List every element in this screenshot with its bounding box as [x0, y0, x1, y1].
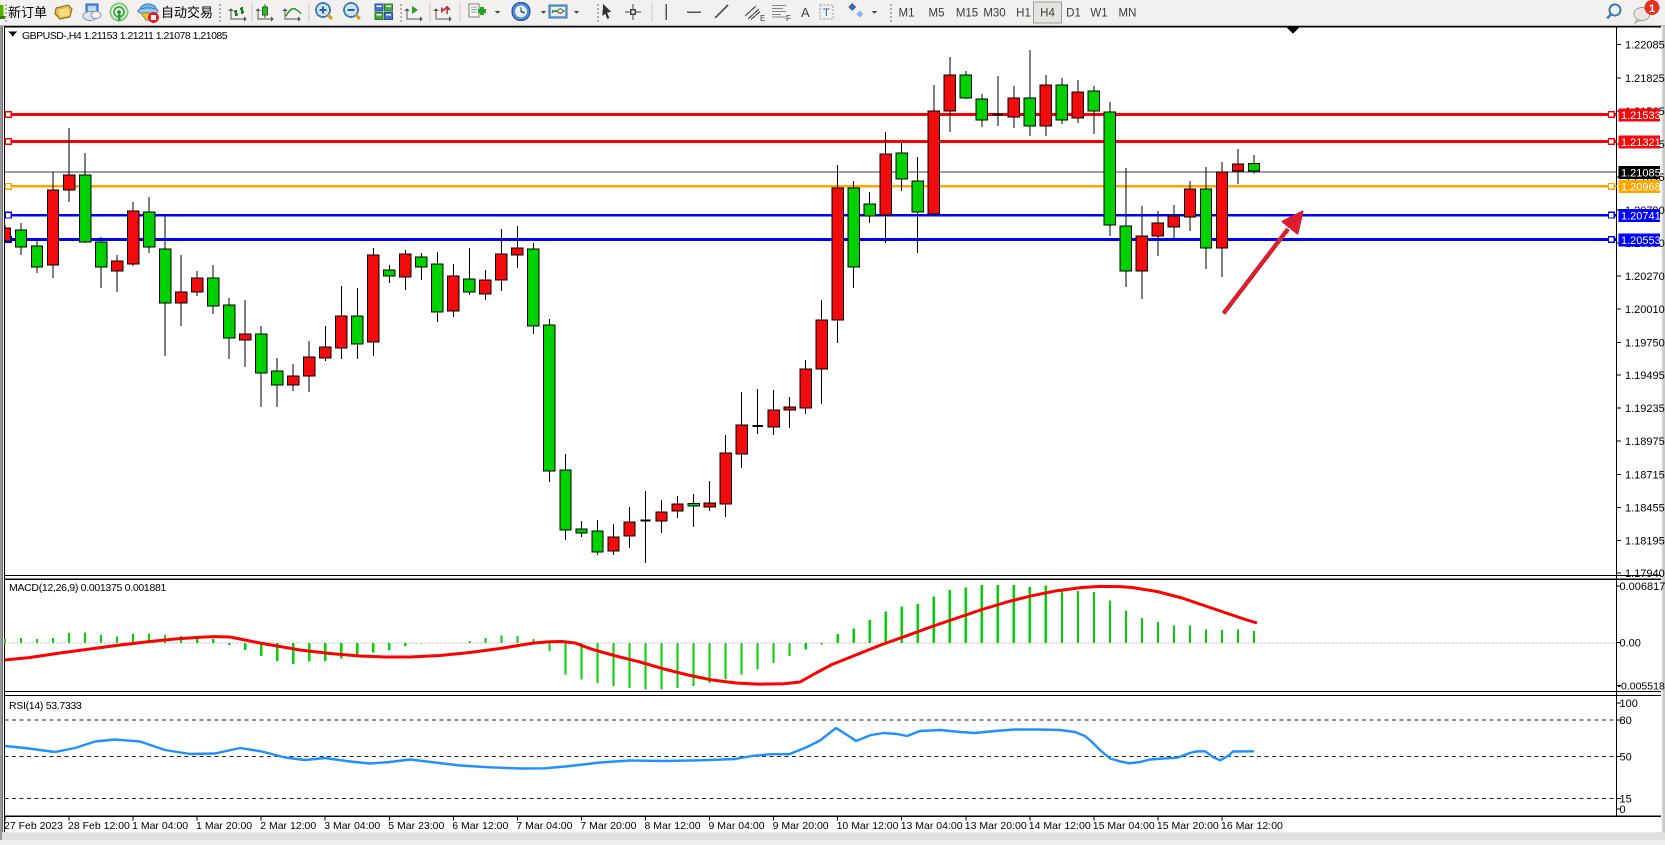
svg-text:6 Mar 12:00: 6 Mar 12:00	[452, 820, 508, 832]
svg-text:1.18715: 1.18715	[1625, 469, 1665, 481]
svg-text:1 Mar 20:00: 1 Mar 20:00	[196, 820, 252, 832]
svg-text:3 Mar 04:00: 3 Mar 04:00	[324, 820, 380, 832]
svg-text:0: 0	[1620, 804, 1626, 816]
svg-text:8 Mar 12:00: 8 Mar 12:00	[645, 820, 701, 832]
svg-text:1.21085: 1.21085	[1621, 168, 1661, 180]
svg-text:5 Mar 23:00: 5 Mar 23:00	[388, 820, 444, 832]
svg-text:RSI(14) 53.7333: RSI(14) 53.7333	[9, 700, 82, 712]
svg-text:1.18455: 1.18455	[1625, 503, 1665, 515]
svg-text:1.18195: 1.18195	[1625, 536, 1665, 548]
svg-text:28 Feb 12:00: 28 Feb 12:00	[68, 820, 130, 832]
svg-text:1.19750: 1.19750	[1625, 337, 1665, 349]
svg-text:A: A	[801, 5, 810, 20]
svg-text:MACD(12,26,9) 0.001375 0.00188: MACD(12,26,9) 0.001375 0.001881	[9, 582, 167, 594]
svg-text:M30: M30	[983, 8, 1005, 20]
svg-text:10 Mar 12:00: 10 Mar 12:00	[837, 820, 899, 832]
svg-text:1.20270: 1.20270	[1625, 271, 1665, 283]
svg-text:1.22085: 1.22085	[1625, 40, 1665, 52]
svg-text:7 Mar 04:00: 7 Mar 04:00	[516, 820, 572, 832]
svg-text:自动交易: 自动交易	[161, 5, 213, 20]
svg-text:-0.005518: -0.005518	[1618, 681, 1665, 693]
svg-text:9 Mar 20:00: 9 Mar 20:00	[773, 820, 829, 832]
svg-text:1.21825: 1.21825	[1625, 73, 1665, 85]
svg-text:GBPUSD-,H4 1.21153 1.21211 1.: GBPUSD-,H4 1.21153 1.21211 1.21078 1.210…	[22, 30, 228, 42]
svg-text:1.20968: 1.20968	[1621, 182, 1661, 194]
svg-text:T: T	[823, 7, 830, 19]
svg-text:1.21321: 1.21321	[1621, 137, 1661, 149]
svg-text:H1: H1	[1016, 8, 1031, 20]
svg-text:1.19495: 1.19495	[1625, 370, 1665, 382]
svg-text:1.21533: 1.21533	[1621, 110, 1661, 122]
svg-text:27 Feb 2023: 27 Feb 2023	[4, 820, 63, 832]
svg-text:1.20010: 1.20010	[1625, 304, 1665, 316]
svg-text:50: 50	[1620, 752, 1632, 764]
svg-text:MN: MN	[1119, 8, 1137, 20]
svg-text:1: 1	[1649, 3, 1655, 15]
svg-text:W1: W1	[1090, 8, 1107, 20]
svg-text:D1: D1	[1066, 8, 1081, 20]
svg-text:1.19235: 1.19235	[1625, 403, 1665, 415]
svg-text:2 Mar 12:00: 2 Mar 12:00	[260, 820, 316, 832]
svg-text:M5: M5	[929, 8, 945, 20]
svg-text:0.00: 0.00	[1620, 638, 1641, 650]
svg-text:M15: M15	[956, 8, 978, 20]
svg-text:13 Mar 20:00: 13 Mar 20:00	[965, 820, 1027, 832]
svg-text:1.20553: 1.20553	[1621, 235, 1661, 247]
svg-text:1.18975: 1.18975	[1625, 436, 1665, 448]
svg-text:1.17940: 1.17940	[1625, 568, 1665, 580]
svg-text:15 Mar 20:00: 15 Mar 20:00	[1157, 820, 1219, 832]
svg-text:0.006817: 0.006817	[1620, 581, 1665, 593]
svg-text:9 Mar 04:00: 9 Mar 04:00	[709, 820, 765, 832]
svg-text:F: F	[786, 14, 791, 23]
svg-text:E: E	[760, 14, 765, 23]
svg-text:16 Mar 12:00: 16 Mar 12:00	[1221, 820, 1283, 832]
svg-text:新订单: 新订单	[8, 5, 47, 20]
svg-text:14 Mar 12:00: 14 Mar 12:00	[1029, 820, 1091, 832]
svg-text:15 Mar 04:00: 15 Mar 04:00	[1093, 820, 1155, 832]
svg-text:13 Mar 04:00: 13 Mar 04:00	[901, 820, 963, 832]
svg-text:H4: H4	[1040, 8, 1055, 20]
svg-text:M1: M1	[899, 8, 915, 20]
svg-text:100: 100	[1620, 698, 1638, 710]
svg-text:7 Mar 20:00: 7 Mar 20:00	[580, 820, 636, 832]
svg-text:1.20741: 1.20741	[1621, 211, 1661, 223]
svg-text:1 Mar 04:00: 1 Mar 04:00	[132, 820, 188, 832]
svg-text:80: 80	[1620, 715, 1632, 727]
